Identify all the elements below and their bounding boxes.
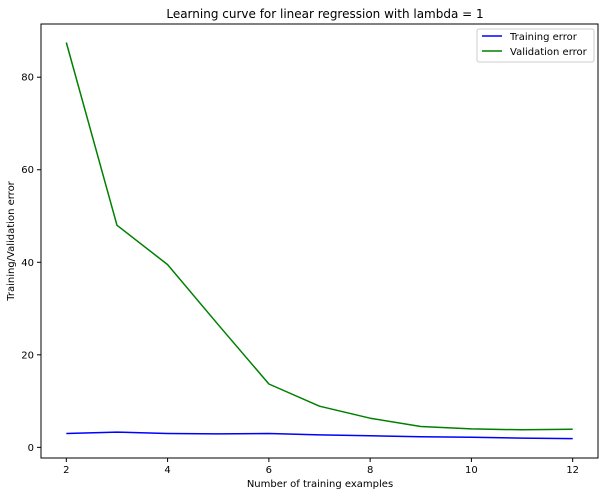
series-lines — [65, 42, 573, 440]
y-axis-ticks: 0 20 40 60 80 — [21, 73, 41, 454]
x-axis-label: Number of training examples — [247, 479, 393, 490]
x-tick-label: 4 — [164, 465, 170, 476]
y-tick-label: 60 — [21, 165, 34, 176]
series-line-validation-error — [65, 42, 573, 431]
y-tick-label: 40 — [21, 258, 34, 269]
legend-label-training-error: Training error — [509, 32, 578, 43]
y-tick-label: 0 — [28, 443, 34, 454]
y-tick-label: 80 — [21, 73, 34, 84]
y-tick-label: 20 — [21, 350, 34, 361]
legend: Training error Validation error — [476, 28, 595, 63]
legend-box — [476, 28, 595, 63]
x-tick-label: 6 — [266, 465, 272, 476]
legend-label-validation-error: Validation error — [510, 47, 588, 58]
x-tick-label: 10 — [465, 465, 478, 476]
plot-area-frame — [40, 23, 599, 459]
x-tick-label: 8 — [367, 465, 373, 476]
x-tick-label: 12 — [566, 465, 579, 476]
x-axis-ticks: 2 4 6 8 10 12 — [63, 458, 579, 476]
chart-title: Learning curve for linear regression wit… — [166, 7, 483, 21]
y-axis-label: Training/Validation error — [6, 180, 17, 301]
x-tick-label: 2 — [63, 465, 69, 476]
series-line-training-error — [66, 431, 573, 440]
